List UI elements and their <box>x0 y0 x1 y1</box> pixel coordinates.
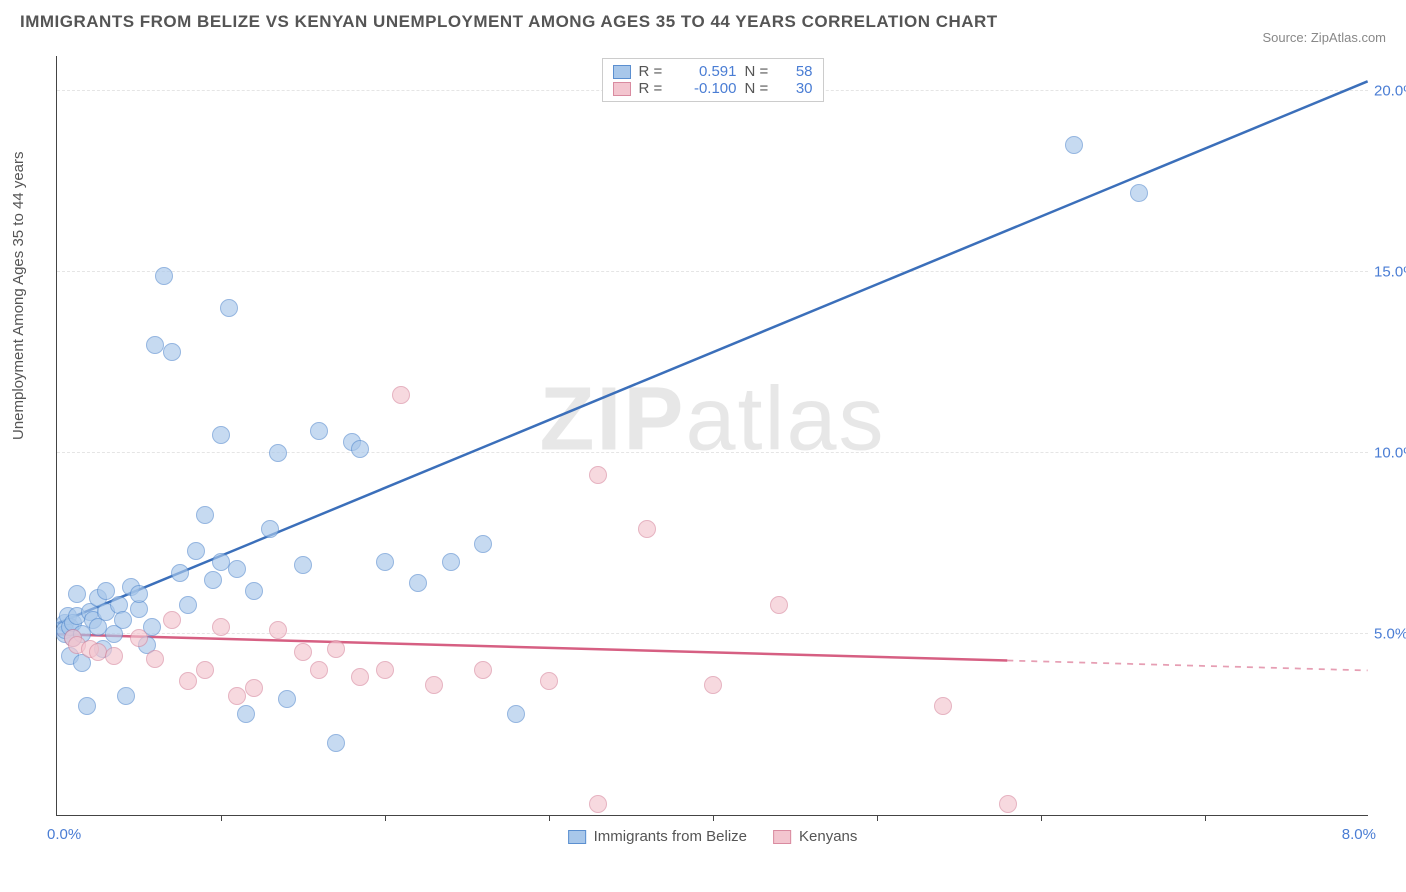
n-label: N = <box>745 63 775 80</box>
n-value-1: 58 <box>783 63 813 80</box>
legend-item-belize: Immigrants from Belize <box>568 828 747 845</box>
legend-item-kenyans: Kenyans <box>773 828 857 845</box>
r-label: R = <box>639 80 669 97</box>
r-value-2: -0.100 <box>677 80 737 97</box>
swatch-belize <box>568 830 586 844</box>
series-legend: Immigrants from Belize Kenyans <box>568 828 858 845</box>
chart-title: IMMIGRANTS FROM BELIZE VS KENYAN UNEMPLO… <box>20 12 998 32</box>
swatch-belize <box>613 65 631 79</box>
x-axis-min-label: 0.0% <box>47 826 81 843</box>
source-label: Source: ZipAtlas.com <box>1262 30 1386 45</box>
legend-label-belize: Immigrants from Belize <box>594 828 747 845</box>
legend-row-2: R = -0.100 N = 30 <box>613 80 813 97</box>
r-label: R = <box>639 63 669 80</box>
legend-label-kenyans: Kenyans <box>799 828 857 845</box>
r-value-1: 0.591 <box>677 63 737 80</box>
swatch-kenyans <box>773 830 791 844</box>
x-axis-max-label: 8.0% <box>1342 826 1376 843</box>
watermark-bold: ZIP <box>539 370 685 470</box>
watermark: ZIPatlas <box>539 369 885 472</box>
plot-area: ZIPatlas 5.0%10.0%15.0%20.0% 0.0% 8.0% R… <box>56 56 1368 816</box>
correlation-legend: R = 0.591 N = 58 R = -0.100 N = 30 <box>602 58 824 102</box>
watermark-rest: atlas <box>685 370 885 470</box>
y-axis-label: Unemployment Among Ages 35 to 44 years <box>10 151 27 440</box>
n-value-2: 30 <box>783 80 813 97</box>
n-label: N = <box>745 80 775 97</box>
legend-row-1: R = 0.591 N = 58 <box>613 63 813 80</box>
swatch-kenyans <box>613 82 631 96</box>
trend-lines <box>57 56 1368 815</box>
